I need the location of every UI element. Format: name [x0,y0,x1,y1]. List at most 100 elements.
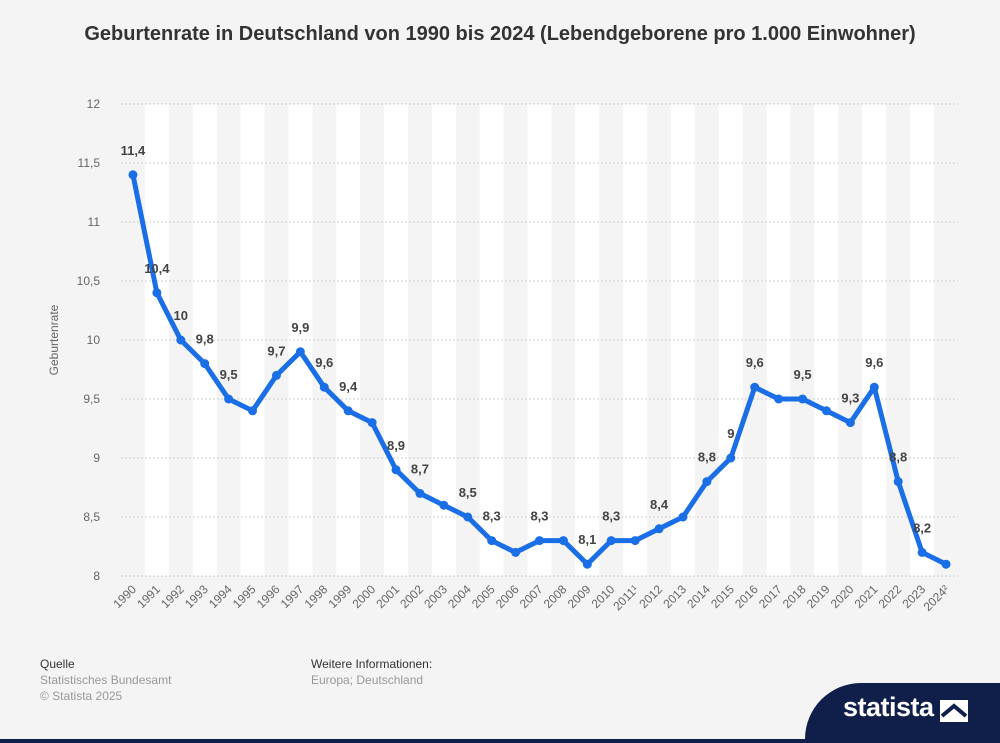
x-tick-label: 1990 [110,582,139,611]
y-tick-label: 12 [87,97,101,111]
x-tick-label: 2003 [421,582,450,611]
column-band [336,104,361,576]
data-label: 8,3 [602,509,620,524]
data-point[interactable] [582,559,592,569]
y-tick-label: 9,5 [83,392,100,406]
data-label: 10 [174,308,188,323]
x-tick-label: 2004 [445,582,474,611]
data-label: 8,4 [650,497,669,512]
x-tick-label: 2007 [517,582,546,611]
x-tick-label: 1993 [182,582,211,611]
data-label: 9,5 [794,367,812,382]
x-tick-label: 2018 [780,582,809,611]
x-tick-label: 2002 [397,582,426,611]
data-point[interactable] [750,382,760,392]
data-point[interactable] [941,559,951,569]
x-tick-label: 1998 [302,582,331,611]
data-label: 11,4 [121,143,146,158]
x-tick-label: 1994 [206,582,235,611]
data-point[interactable] [439,500,449,510]
data-point[interactable] [224,394,234,404]
x-axis-ticks: 1990199119921993199419951996199719981999… [110,582,952,614]
data-point[interactable] [152,288,162,298]
column-band [288,104,313,576]
data-label: 9,3 [841,391,859,406]
data-point[interactable] [558,536,568,546]
data-point[interactable] [821,406,831,416]
y-tick-label: 9 [93,451,100,465]
x-tick-label: 1997 [278,582,307,611]
statista-logo-icon [940,700,968,722]
data-label: 8,3 [483,509,501,524]
y-tick-label: 8,5 [83,510,100,524]
data-point[interactable] [654,524,664,534]
data-labels: 11,4 10,4 10 9,8 9,5 9,7 9,9 9,6 9,4 8,9 8,7 8,5 8,3… [121,143,932,547]
y-tick-label: 11 [88,215,101,229]
data-point[interactable] [295,347,305,357]
gridlines [121,103,958,577]
data-point[interactable] [678,512,688,522]
column-band [240,104,265,576]
info-block: Weitere Informationen: Europa; Deutschla… [311,656,432,688]
column-band [384,104,408,576]
data-label: 8,8 [698,450,716,465]
data-label: 9,7 [267,343,285,358]
x-tick-label: 2016 [732,582,761,611]
x-tick-label: 2011¹ [610,582,641,613]
data-point[interactable] [391,465,401,475]
data-point[interactable] [248,406,258,416]
x-tick-label: 2005 [469,582,498,611]
x-tick-label: 2012 [636,582,665,611]
x-tick-label: 2020 [828,582,857,611]
data-point[interactable] [630,536,640,546]
data-label: 9 [727,426,734,441]
y-axis-label: Geburtenrate [47,304,61,375]
column-band [527,104,552,576]
data-label: 9,9 [291,320,309,335]
data-label: 9,6 [865,355,883,370]
data-point[interactable] [893,477,903,487]
source-block: Quelle Statistisches Bundesamt © Statist… [40,656,171,704]
x-tick-label: 2021 [852,582,881,611]
data-point[interactable] [463,512,473,522]
data-point[interactable] [487,536,497,546]
data-point[interactable] [319,382,329,392]
data-point[interactable] [271,370,281,380]
x-tick-label: 1996 [254,582,283,611]
data-point[interactable] [845,418,855,428]
data-point[interactable] [415,488,425,498]
column-bands [144,104,935,576]
data-point[interactable] [869,382,879,392]
x-tick-label: 2001 [373,582,402,611]
x-tick-label: 1995 [230,582,259,611]
data-point[interactable] [176,335,186,345]
data-point[interactable] [343,406,353,416]
y-tick-label: 8 [93,569,100,583]
x-tick-label: 1999 [326,582,355,611]
data-point[interactable] [606,536,616,546]
brand-bar [0,739,1000,743]
info-text: Europa; Deutschland [311,673,424,687]
x-tick-label: 1991 [134,582,163,611]
data-point[interactable] [367,418,377,428]
data-label: 9,6 [746,355,764,370]
data-point[interactable] [511,547,521,557]
x-tick-label: 2015 [708,582,737,611]
data-label: 9,4 [339,379,358,394]
data-point[interactable] [774,394,784,404]
data-point[interactable] [798,394,808,404]
copyright: © Statista 2025 [40,689,123,703]
data-point[interactable] [535,536,544,546]
data-point[interactable] [128,170,138,180]
source-heading: Quelle [40,657,75,671]
data-point[interactable] [726,453,736,463]
data-point[interactable] [917,547,927,557]
data-point[interactable] [702,477,712,487]
data-label: 8,5 [459,485,477,500]
x-tick-label: 2014 [684,582,713,611]
data-label: 8,1 [578,532,596,547]
data-point[interactable] [200,359,210,369]
x-tick-label: 2013 [660,582,689,611]
data-label: 8,2 [913,520,931,535]
x-tick-label: 2022 [876,582,905,611]
